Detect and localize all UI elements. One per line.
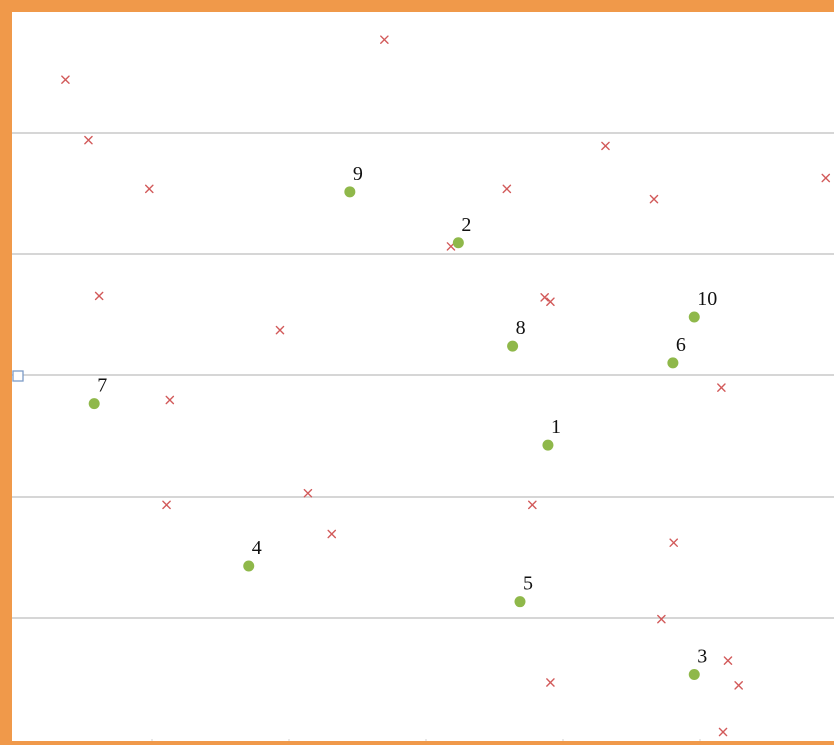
point-6 <box>667 357 679 369</box>
cross-marker <box>601 141 610 151</box>
cross-marker <box>723 656 733 665</box>
point-label-7: 7 <box>97 375 107 397</box>
cross-marker <box>303 488 313 498</box>
cross-marker <box>144 184 154 194</box>
point-3 <box>688 668 700 680</box>
cross-marker <box>275 325 285 335</box>
cross-marker <box>649 194 659 204</box>
cross-markers <box>61 35 831 737</box>
cross-marker <box>657 614 666 624</box>
point-label-9: 9 <box>353 163 363 185</box>
cross-marker <box>669 538 679 548</box>
point-2 <box>452 237 464 249</box>
cross-marker <box>546 678 555 687</box>
frame-top <box>0 0 834 12</box>
point-4 <box>243 560 255 572</box>
cross-marker <box>84 135 93 145</box>
point-label-10: 10 <box>697 288 717 310</box>
point-label-8: 8 <box>516 317 526 339</box>
point-1 <box>542 439 554 451</box>
cross-marker <box>327 529 337 539</box>
point-9 <box>344 186 356 198</box>
frame-bottom <box>0 741 834 745</box>
point-label-6: 6 <box>676 334 686 356</box>
cross-marker <box>540 293 549 302</box>
point-label-3: 3 <box>697 645 707 667</box>
point-8 <box>507 340 519 352</box>
point-label-1: 1 <box>551 416 561 438</box>
cross-marker <box>717 383 726 392</box>
cross-marker <box>61 75 70 85</box>
cross-marker <box>380 35 389 44</box>
numbered-points: 1 2 3 4 5 6 7 8 9 10 <box>88 163 717 680</box>
cross-marker <box>94 291 104 301</box>
axis-marker-square <box>12 370 24 382</box>
cross-marker <box>502 184 512 194</box>
point-7 <box>88 398 100 410</box>
frame-left <box>0 0 12 745</box>
cross-marker <box>162 500 171 510</box>
point-5 <box>514 596 526 608</box>
cross-marker <box>734 681 743 690</box>
cross-marker <box>528 500 537 510</box>
point-label-5: 5 <box>523 573 533 595</box>
gridlines <box>12 132 834 619</box>
cross-marker <box>821 173 831 183</box>
cross-marker <box>718 727 728 737</box>
point-label-4: 4 <box>252 537 262 559</box>
cross-marker <box>546 297 555 307</box>
point-10 <box>688 311 700 323</box>
point-label-2: 2 <box>461 214 471 236</box>
cross-marker <box>165 395 175 405</box>
